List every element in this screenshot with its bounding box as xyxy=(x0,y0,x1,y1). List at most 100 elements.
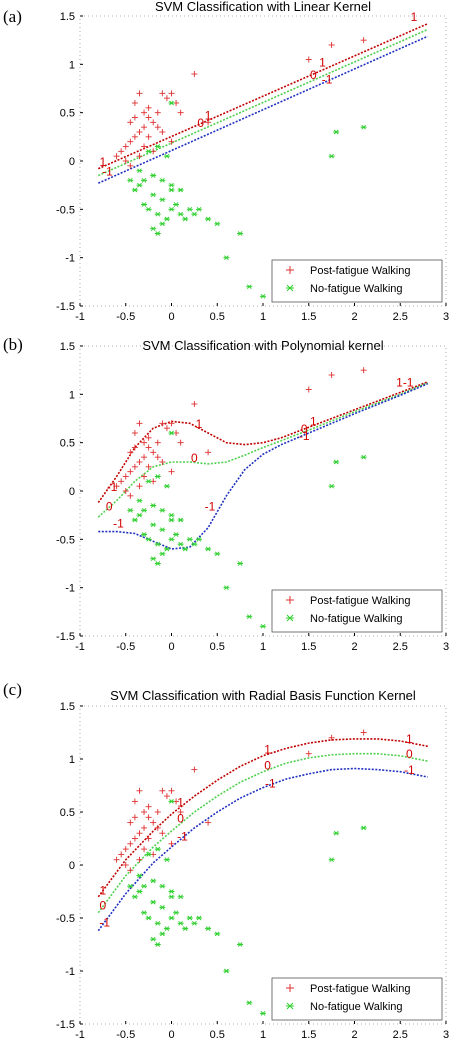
data-point xyxy=(159,459,166,465)
decision-curve-2 xyxy=(97,767,428,932)
data-point xyxy=(122,158,129,164)
data-point-d2 xyxy=(205,926,211,931)
data-point-d2 xyxy=(146,915,151,921)
data-point xyxy=(159,197,166,203)
data-point xyxy=(163,483,170,489)
contour-label: 0 xyxy=(191,451,198,465)
contour-label: -1 xyxy=(107,480,118,494)
data-point xyxy=(136,830,143,837)
data-point xyxy=(154,144,161,149)
x-tick-label: 1.5 xyxy=(301,1029,316,1041)
data-point xyxy=(145,148,152,154)
y-tick-label: -0.5 xyxy=(56,913,75,925)
data-point xyxy=(168,889,175,894)
data-point-d2 xyxy=(155,541,161,547)
y-tick-label: -1 xyxy=(65,966,75,978)
data-point-d2 xyxy=(150,936,156,942)
data-point-d2 xyxy=(246,284,252,290)
data-point xyxy=(360,37,367,44)
data-point xyxy=(163,425,170,432)
y-tick-label: -1.5 xyxy=(56,301,75,313)
data-point-d2 xyxy=(159,507,165,513)
data-point xyxy=(159,883,166,889)
data-point-d2 xyxy=(137,498,142,504)
data-point xyxy=(136,873,143,878)
panel-label: (b) xyxy=(3,335,23,354)
data-point-d2 xyxy=(196,536,202,542)
data-point-d2 xyxy=(182,546,188,552)
data-point-d2 xyxy=(150,192,156,198)
data-point xyxy=(141,439,148,446)
data-point xyxy=(360,729,367,736)
data-point xyxy=(141,202,148,207)
data-point-d2 xyxy=(329,857,334,863)
y-tick-label: -0.5 xyxy=(56,534,75,546)
data-point xyxy=(145,536,152,542)
contour-label: 1 xyxy=(310,414,317,428)
data-point xyxy=(131,100,138,106)
legend-marker xyxy=(286,1002,294,1010)
data-point xyxy=(131,798,138,805)
data-point-d2 xyxy=(164,153,170,159)
data-point-d2 xyxy=(173,202,179,207)
data-point-d2 xyxy=(155,144,161,149)
data-point-d2 xyxy=(333,129,339,135)
contour-label: 0 xyxy=(301,422,308,436)
data-point xyxy=(191,541,198,547)
contour-label: 1 xyxy=(205,108,212,122)
data-point-d2 xyxy=(224,585,229,591)
data-point xyxy=(131,133,138,140)
data-point xyxy=(141,454,148,461)
y-tick-label: 1.5 xyxy=(60,341,75,353)
data-point xyxy=(136,182,143,188)
data-point xyxy=(141,473,148,480)
legend-box xyxy=(271,977,443,1021)
data-point-d2 xyxy=(169,799,174,804)
y-tick-label: 1.5 xyxy=(60,701,75,713)
data-point xyxy=(260,1011,266,1016)
y-tick-label: 0.5 xyxy=(60,438,75,450)
data-point xyxy=(159,507,166,513)
data-point xyxy=(154,211,161,217)
data-point xyxy=(168,468,175,475)
contour-label: -1 xyxy=(265,777,276,791)
data-point-d2 xyxy=(137,889,142,894)
data-point xyxy=(127,138,134,145)
data-point xyxy=(260,623,266,629)
data-point xyxy=(305,56,312,63)
contour-label: 0 xyxy=(406,747,413,761)
data-point xyxy=(191,401,198,407)
data-point xyxy=(177,809,184,815)
data-point xyxy=(145,478,152,484)
data-point xyxy=(305,386,312,393)
data-point xyxy=(154,109,161,116)
data-point-d2 xyxy=(169,512,174,518)
x-tick-label: 0.5 xyxy=(210,641,225,653)
data-point xyxy=(145,114,152,121)
x-tick-label: 2 xyxy=(351,311,357,323)
data-point xyxy=(145,915,152,921)
data-point xyxy=(177,541,184,547)
data-point xyxy=(141,124,148,131)
data-point xyxy=(159,221,166,227)
data-point xyxy=(223,255,230,261)
data-point xyxy=(154,809,161,815)
contour-label: -1 xyxy=(102,165,113,179)
data-point xyxy=(150,119,157,126)
x-tick-label: 1 xyxy=(260,311,266,323)
data-point xyxy=(173,532,180,537)
data-point-d2 xyxy=(150,556,156,562)
data-point xyxy=(113,856,120,863)
data-point-d2 xyxy=(164,546,170,552)
decision-curve-0 xyxy=(97,381,428,504)
data-point xyxy=(154,541,161,547)
data-point xyxy=(136,856,143,863)
data-point xyxy=(131,894,138,900)
data-point xyxy=(150,522,157,528)
data-point xyxy=(177,109,184,116)
legend-entry: Post-fatigue Walking xyxy=(310,265,410,277)
data-point xyxy=(191,766,198,773)
data-point xyxy=(150,556,157,562)
contour-label: 1 xyxy=(196,417,203,431)
data-point xyxy=(328,857,335,863)
